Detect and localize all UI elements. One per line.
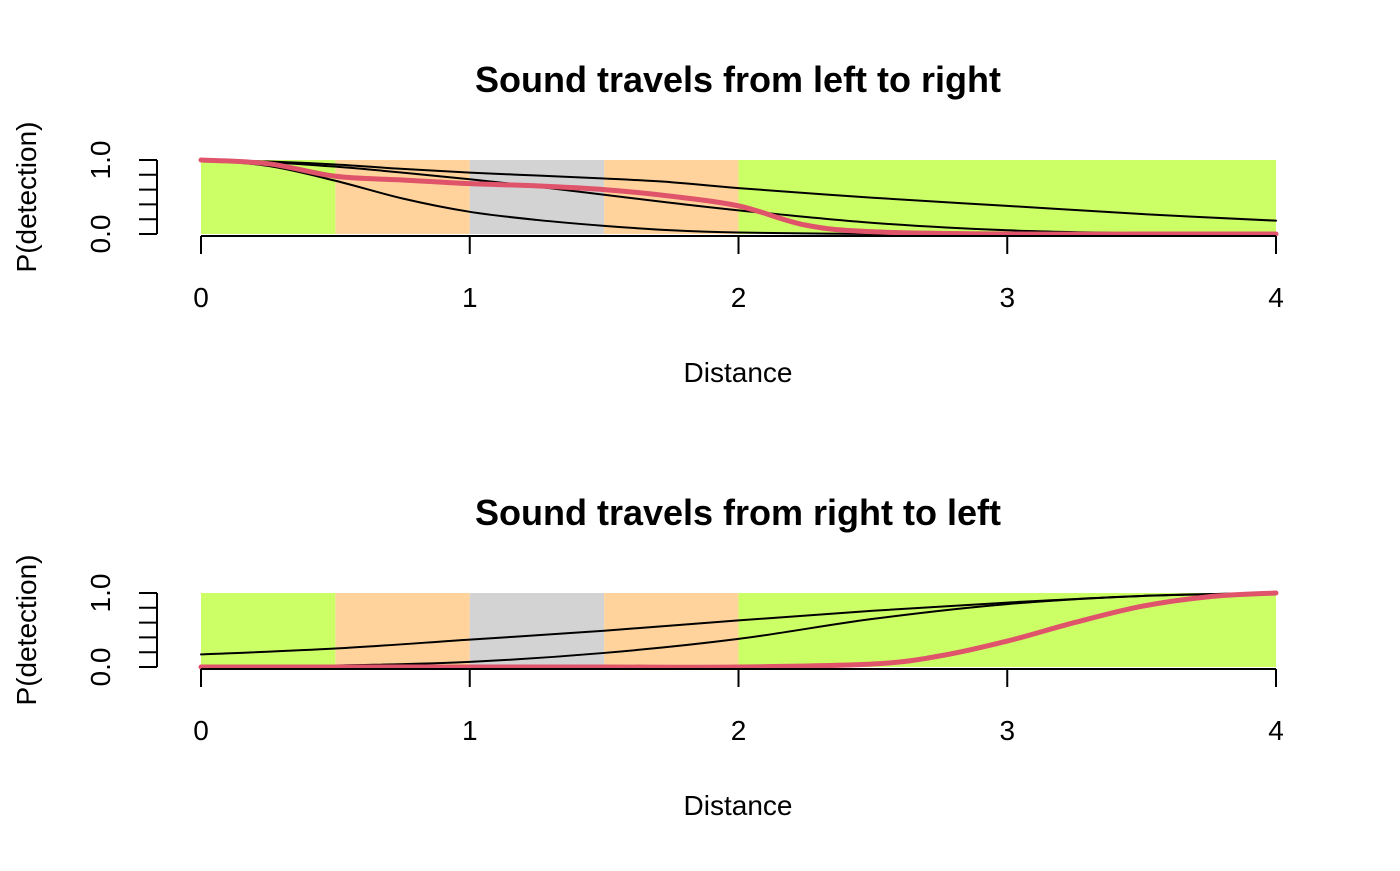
x-axis-label: Distance xyxy=(684,357,793,388)
habitat-bands xyxy=(201,160,1276,234)
habitat-bands xyxy=(201,593,1276,667)
habitat-band-1 xyxy=(335,593,470,667)
x-tick-label: 2 xyxy=(731,282,747,313)
panel-left-to-right: Sound travels from left to right Distanc… xyxy=(11,59,1284,388)
y-axis: 0.0 1.0 xyxy=(85,574,158,687)
x-axis: 0 1 2 3 4 xyxy=(193,668,1284,746)
x-tick-label: 4 xyxy=(1268,282,1284,313)
habitat-band-2 xyxy=(469,160,605,234)
habitat-band-4 xyxy=(738,593,1276,667)
chart-title: Sound travels from right to left xyxy=(475,492,1001,533)
habitat-band-2 xyxy=(469,593,605,667)
y-tick-label: 0.0 xyxy=(85,215,116,254)
x-axis: 0 1 2 3 4 xyxy=(193,235,1284,313)
detection-curve-1 xyxy=(200,159,1277,235)
x-axis-label: Distance xyxy=(684,790,793,821)
combined-detection-curve xyxy=(198,590,1279,670)
y-tick-label: 1.0 xyxy=(85,141,116,180)
y-axis-label: P(detection) xyxy=(11,122,42,273)
detection-curves xyxy=(198,157,1279,237)
y-axis: 0.0 1.0 xyxy=(85,141,158,254)
y-axis-label: P(detection) xyxy=(11,555,42,706)
detection-curve-0 xyxy=(200,159,1277,222)
x-tick-label: 1 xyxy=(462,282,478,313)
habitat-band-4 xyxy=(738,160,1276,234)
combined-detection-curve xyxy=(198,157,1279,237)
y-tick-label: 0.0 xyxy=(85,648,116,687)
panel-right-to-left: Sound travels from right to left Distanc… xyxy=(11,492,1284,821)
x-tick-label: 3 xyxy=(999,282,1015,313)
x-tick-label: 2 xyxy=(731,715,747,746)
y-tick-label: 1.0 xyxy=(85,574,116,613)
x-tick-label: 0 xyxy=(193,715,209,746)
detection-curves xyxy=(198,590,1279,670)
x-tick-label: 1 xyxy=(462,715,478,746)
habitat-band-0 xyxy=(201,593,336,667)
x-tick-label: 4 xyxy=(1268,715,1284,746)
chart-title: Sound travels from left to right xyxy=(475,59,1001,100)
x-tick-label: 3 xyxy=(999,715,1015,746)
x-tick-label: 0 xyxy=(193,282,209,313)
